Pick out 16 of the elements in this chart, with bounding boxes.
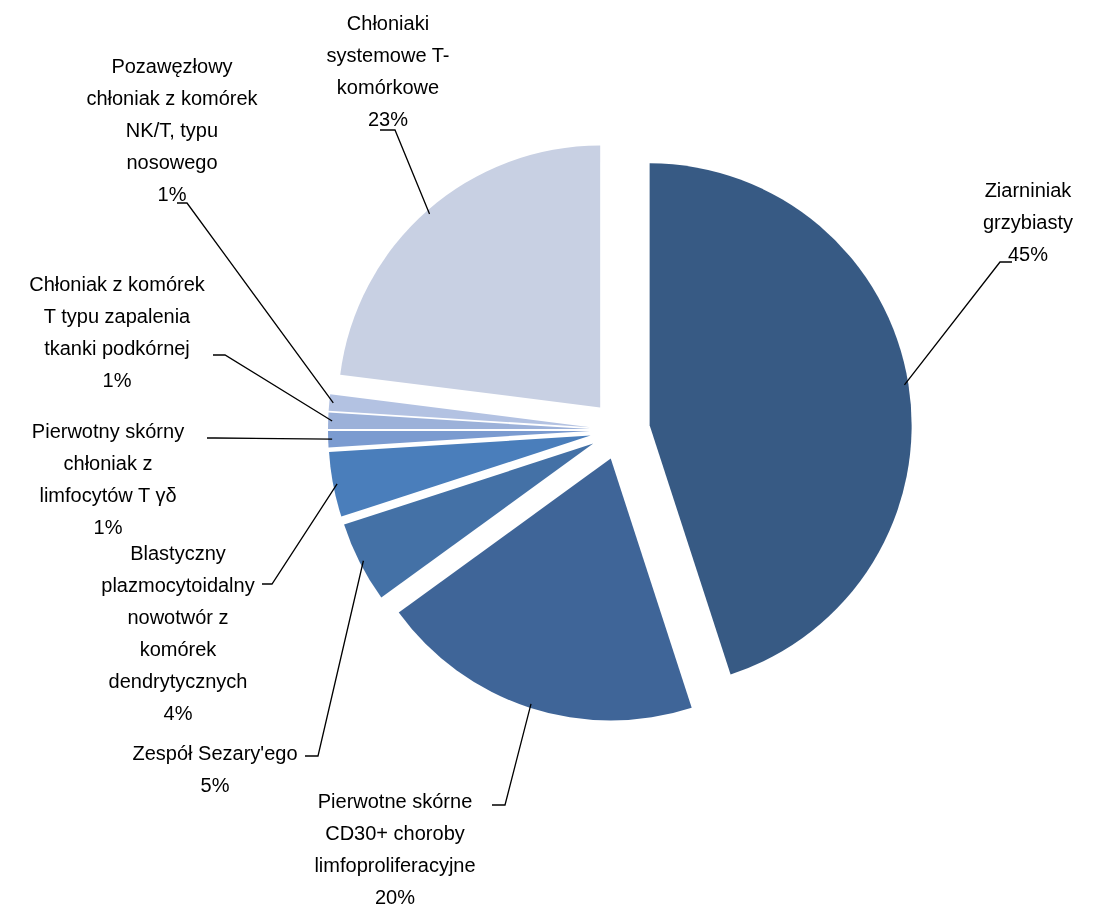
slice-label: Zespół Sezary'ego [132,742,298,764]
data-label: 1% [102,369,132,391]
slice-label: Chłoniak z komórek T typu zapalenia tkanki podkórnej [29,273,206,359]
data-label: 1% [93,516,123,538]
slice-label: Pozawęzłowy chłoniak z komórek NK/T, typu nosowego [86,55,259,173]
data-label: 5% [200,774,230,796]
slice-label: Pierwotne skórne CD30+ choroby limfoproliferacyjne [314,790,476,876]
slice-label: Chłoniaki systemowe T-komórkowe [326,12,450,98]
slice-label: Pierwotny skórny chłoniak z limfocytów T γδ [31,420,185,506]
slice-label: Blastyczny plazmocytoidalny nowotwór z komórek dendrytycznych [101,542,255,692]
data-label: 45% [1007,243,1049,265]
data-label: 1% [157,183,187,205]
data-label: 20% [374,886,416,906]
slice-label: Ziarniniak grzybiasty [982,179,1074,233]
data-label: 23% [367,108,409,130]
data-label: 4% [163,702,193,724]
